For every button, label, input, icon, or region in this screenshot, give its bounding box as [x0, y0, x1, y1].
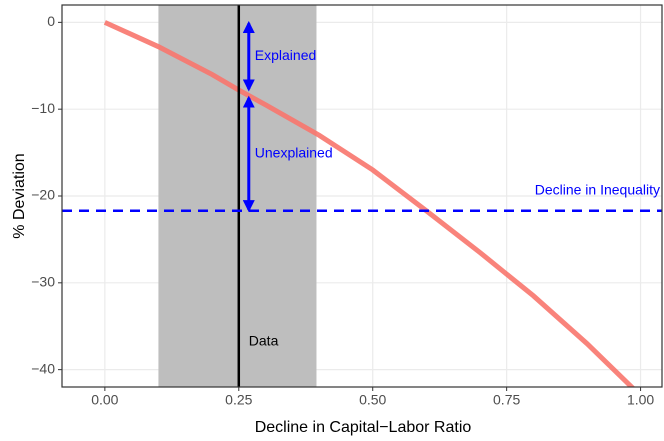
x-tick-label: 0.50 [359, 392, 386, 408]
y-tick-label: −10 [31, 100, 55, 116]
y-axis-title: % Deviation [11, 153, 28, 238]
data-label: Data [249, 333, 279, 349]
arrow-label: Explained [255, 47, 316, 63]
y-tick-label: −40 [31, 360, 55, 376]
x-tick-label: 0.00 [91, 392, 118, 408]
x-axis-title: Decline in Capital−Labor Ratio [255, 419, 472, 436]
plot-area [62, 5, 662, 387]
panel-border [61, 4, 663, 388]
x-tick-label: 0.75 [493, 392, 520, 408]
y-tick-label: −20 [31, 187, 55, 203]
shaded-band [158, 5, 317, 387]
y-tick-label: 0 [47, 13, 55, 29]
x-tick-label: 0.25 [225, 392, 252, 408]
arrow-label: Unexplained [255, 145, 333, 161]
x-tick-label: 1.00 [627, 392, 654, 408]
inequality-label: Decline in Inequality [535, 181, 660, 197]
y-tick-label: −30 [31, 274, 55, 290]
curve [103, 20, 636, 387]
